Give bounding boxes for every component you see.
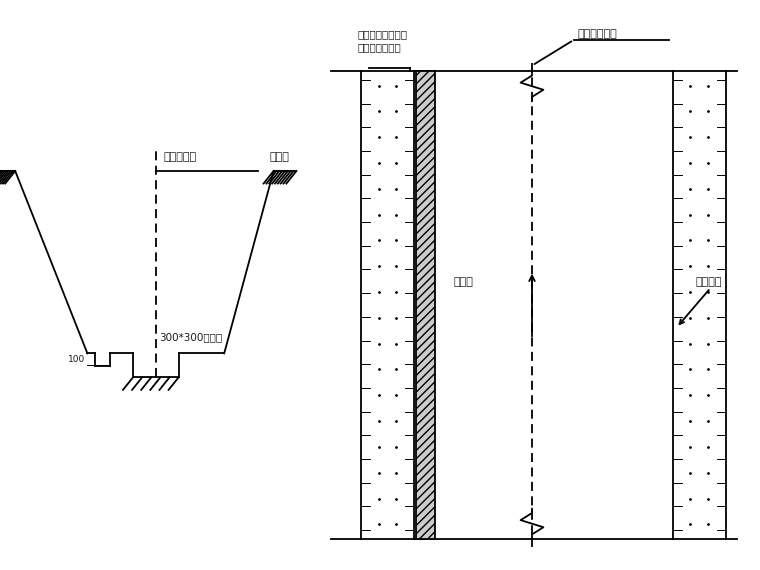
Text: 100: 100 [68, 355, 85, 364]
Text: 管道立面轴线: 管道立面轴线 [578, 29, 617, 39]
Text: 集水坑，潜水泵抽: 集水坑，潜水泵抽 [357, 29, 407, 39]
Text: 排水沟: 排水沟 [454, 277, 473, 287]
Text: 沟槽边坡: 沟槽边坡 [695, 277, 722, 287]
Text: 水排至临近河槽: 水排至临近河槽 [357, 42, 401, 52]
Text: 原地面: 原地面 [270, 152, 290, 162]
Text: 300*300排水沟: 300*300排水沟 [160, 332, 223, 342]
Bar [416, 71, 435, 539]
Text: 管道中心线: 管道中心线 [163, 152, 197, 162]
